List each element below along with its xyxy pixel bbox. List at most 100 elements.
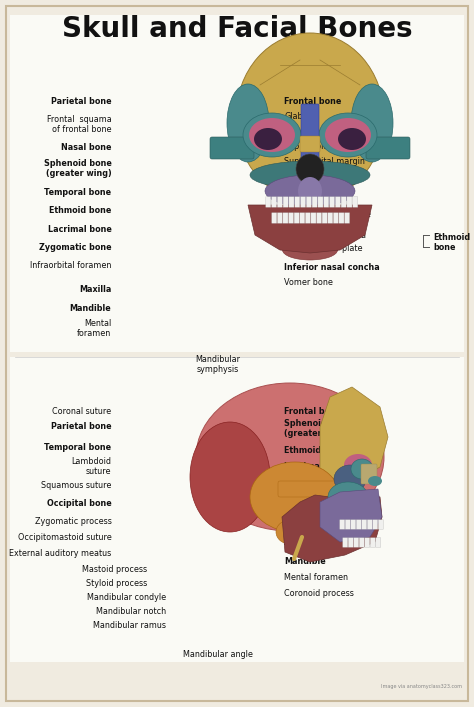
Text: Supraorbital foramen (notch): Supraorbital foramen (notch) [284,142,402,151]
FancyBboxPatch shape [356,520,361,530]
FancyBboxPatch shape [343,538,348,547]
FancyBboxPatch shape [353,197,358,207]
Text: External auditory meatus: External auditory meatus [9,549,111,558]
Text: Frontal bone: Frontal bone [284,407,342,416]
Text: Mandibular notch: Mandibular notch [96,607,166,616]
Text: Zygomatic process: Zygomatic process [35,517,111,525]
Polygon shape [248,205,372,253]
FancyBboxPatch shape [345,213,350,223]
Ellipse shape [265,175,355,207]
FancyBboxPatch shape [272,197,277,207]
Text: Parietal bone: Parietal bone [51,422,111,431]
Text: Lambdoid
suture: Lambdoid suture [72,457,111,477]
Text: Maxilla: Maxilla [79,286,111,294]
FancyBboxPatch shape [283,197,288,207]
FancyBboxPatch shape [335,197,340,207]
Text: Mental foramen: Mental foramen [284,573,348,582]
Text: Mandible: Mandible [70,305,111,313]
FancyBboxPatch shape [305,213,310,223]
Text: Temporal bone: Temporal bone [44,188,111,197]
Ellipse shape [254,128,282,150]
FancyBboxPatch shape [311,213,316,223]
Text: Image via anatomyclass323.com: Image via anatomyclass323.com [381,684,462,689]
FancyBboxPatch shape [347,197,352,207]
FancyBboxPatch shape [370,538,375,547]
Text: Middle nasal concha: Middle nasal concha [284,231,366,240]
Ellipse shape [243,113,301,157]
Text: Infraorbital foramen: Infraorbital foramen [30,262,111,270]
Text: Occipital bone: Occipital bone [46,499,111,508]
FancyBboxPatch shape [341,197,346,207]
FancyBboxPatch shape [348,538,353,547]
Text: Supraorbital margin: Supraorbital margin [284,157,365,165]
Text: Frontonasal suture: Frontonasal suture [284,127,359,136]
FancyBboxPatch shape [272,213,277,223]
Text: Coronoid process: Coronoid process [284,590,354,598]
Text: Mental
foramen: Mental foramen [77,319,111,339]
Ellipse shape [250,161,370,189]
Ellipse shape [276,520,304,544]
Text: Mandibular
symphysis: Mandibular symphysis [196,355,240,374]
FancyBboxPatch shape [289,213,293,223]
Ellipse shape [190,422,270,532]
Ellipse shape [296,154,324,184]
Text: Zygomatic bone: Zygomatic bone [284,518,357,526]
Ellipse shape [250,462,340,532]
Text: Zygomatic bone: Zygomatic bone [39,243,111,252]
FancyBboxPatch shape [277,197,283,207]
FancyBboxPatch shape [329,197,335,207]
Text: Mastoid process: Mastoid process [82,565,147,573]
Text: Nasal bone: Nasal bone [284,499,335,508]
Text: Frontal  squama
of frontal bone: Frontal squama of frontal bone [46,115,111,134]
Text: Ethmoid bone: Ethmoid bone [49,206,111,215]
FancyBboxPatch shape [210,137,254,159]
Ellipse shape [368,476,382,486]
Ellipse shape [298,177,322,205]
Text: Optic canal: Optic canal [284,195,330,204]
Text: Inferior orbital fissure: Inferior orbital fissure [284,210,371,218]
FancyBboxPatch shape [362,520,367,530]
FancyBboxPatch shape [283,213,288,223]
FancyBboxPatch shape [367,520,372,530]
FancyBboxPatch shape [324,197,329,207]
FancyBboxPatch shape [277,213,283,223]
Ellipse shape [319,113,377,157]
Ellipse shape [334,465,366,493]
Text: Mandible: Mandible [284,557,326,566]
FancyBboxPatch shape [266,197,271,207]
Ellipse shape [249,118,295,152]
FancyBboxPatch shape [340,520,345,530]
Text: Mandibular angle: Mandibular angle [183,650,253,660]
FancyBboxPatch shape [345,520,350,530]
FancyBboxPatch shape [10,357,464,662]
Text: Glabella: Glabella [284,112,318,121]
Ellipse shape [328,482,368,512]
Text: Lacrimal fossa: Lacrimal fossa [284,477,343,486]
Text: Alveolar margins: Alveolar margins [284,538,353,547]
Ellipse shape [338,128,366,150]
FancyBboxPatch shape [318,197,323,207]
Text: Coronal suture: Coronal suture [52,407,111,416]
Text: Temporal bone: Temporal bone [44,443,111,452]
Text: Sphenoid bone
(greater wing): Sphenoid bone (greater wing) [284,419,352,438]
Ellipse shape [344,454,372,476]
Text: Superior orbital
fissure: Superior orbital fissure [284,168,347,188]
FancyBboxPatch shape [289,197,294,207]
Polygon shape [320,489,382,542]
FancyBboxPatch shape [295,197,300,207]
Text: Lacrimal bone: Lacrimal bone [284,462,348,471]
Ellipse shape [227,84,269,162]
Text: Mandibular ramus: Mandibular ramus [93,621,166,630]
Text: Parietal bone: Parietal bone [51,98,111,106]
FancyBboxPatch shape [317,213,321,223]
FancyBboxPatch shape [278,481,352,497]
FancyBboxPatch shape [322,213,327,223]
FancyBboxPatch shape [301,104,319,161]
FancyBboxPatch shape [300,136,320,152]
FancyBboxPatch shape [294,213,299,223]
Text: Sphenoid bone
(greater wing): Sphenoid bone (greater wing) [44,158,111,178]
Ellipse shape [351,84,393,162]
Text: Vomer bone: Vomer bone [284,279,333,287]
Ellipse shape [351,459,373,479]
FancyBboxPatch shape [376,538,381,547]
